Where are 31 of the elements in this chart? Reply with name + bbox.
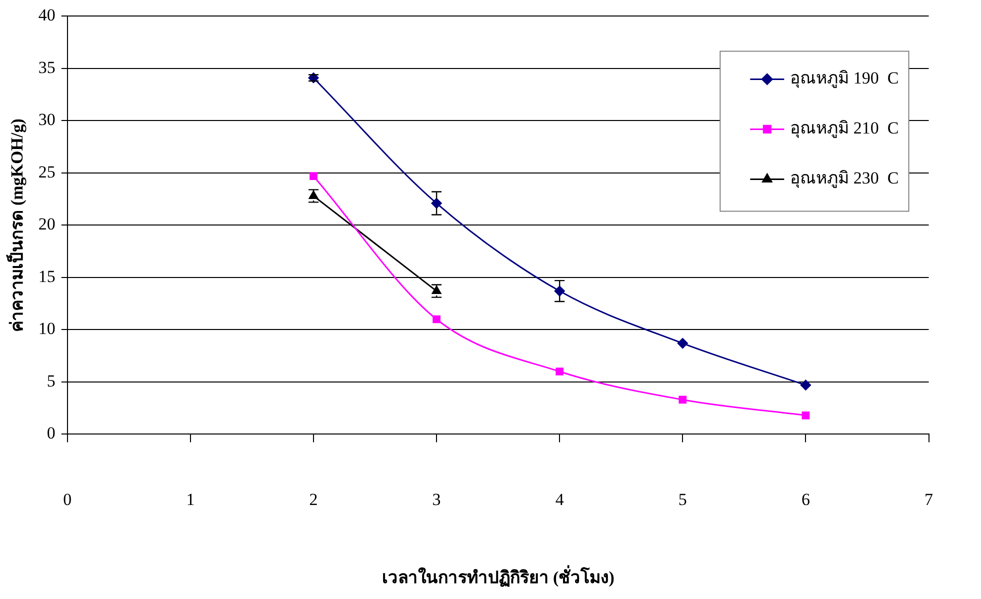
y-tick-label: 0 — [46, 424, 56, 443]
point — [556, 368, 564, 376]
x-axis-title: เวลาในการทำปฏิกิริยา (ชั่วโมง) — [382, 565, 614, 588]
point — [310, 172, 318, 180]
x-tick-label: 0 — [63, 490, 72, 509]
x-tick-label: 5 — [678, 490, 687, 509]
point — [800, 380, 811, 390]
y-tick-label: 5 — [46, 371, 56, 390]
y-tick-label: 35 — [38, 58, 56, 77]
legend-label: อุณหภูมิ 210 C — [790, 118, 899, 139]
point — [431, 198, 442, 209]
point — [677, 338, 688, 349]
x-tick-label: 2 — [309, 490, 318, 509]
y-tick-label: 20 — [38, 214, 56, 234]
legend-label: อุณหภูมิ 190 C — [790, 68, 899, 89]
point — [432, 315, 440, 324]
point — [678, 396, 687, 404]
y-tick-label: 30 — [38, 110, 56, 130]
x-tick-label: 7 — [924, 490, 934, 509]
point — [554, 286, 565, 296]
y-tick-label: 40 — [38, 6, 56, 25]
x-tick-label: 1 — [186, 490, 195, 509]
point — [802, 411, 810, 420]
y-axis-title: ค่าความเป็นกรด (mgKOH/g) — [4, 118, 27, 332]
x-tick-label: 4 — [555, 490, 564, 509]
x-tick-label: 3 — [432, 490, 441, 509]
x-tick-label: 6 — [801, 490, 810, 509]
legend-label: อุณหภูมิ 230 C — [790, 168, 899, 189]
y-tick-label: 25 — [38, 162, 56, 182]
y-tick-label: 10 — [38, 319, 56, 338]
y-tick-label: 15 — [38, 266, 56, 286]
